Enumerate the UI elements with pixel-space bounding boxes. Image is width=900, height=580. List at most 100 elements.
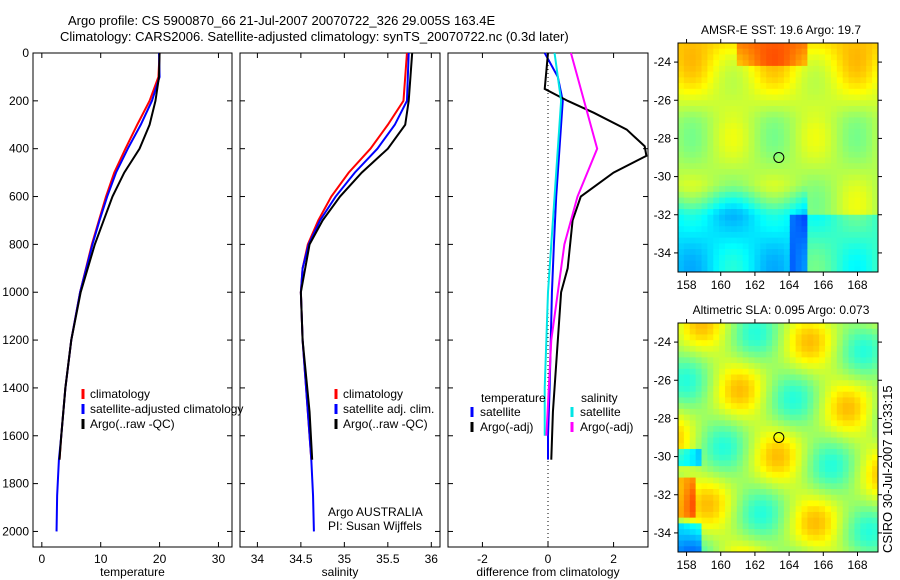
heatmap-cell [736,506,744,513]
heatmap-cell [678,226,685,233]
heatmap-cell [689,431,697,438]
y-tick-label: -26 [654,93,672,107]
heatmap-cell [872,226,879,233]
heatmap-cell [772,534,779,542]
heatmap-cell [842,431,850,438]
heatmap-cell [854,437,861,444]
heatmap-cell [872,437,879,444]
heatmap-cell [754,454,761,461]
heatmap-cell [719,454,726,461]
heatmap-cell [736,483,744,490]
heatmap-cell [801,385,808,393]
heatmap-cell [742,517,750,524]
heatmap-cell [783,466,791,473]
heatmap-cell [701,237,708,244]
heatmap-cell [713,226,720,233]
heatmap-cell [848,368,855,376]
heatmap-cell [825,123,832,130]
heatmap-cell [701,391,708,398]
heatmap-cell [795,123,803,130]
heatmap-cell [819,83,826,90]
heatmap-cell [778,54,785,61]
heatmap-cell [836,334,844,341]
heatmap-cell [848,500,855,507]
heatmap-cell [830,483,838,490]
heatmap-cell [719,351,726,358]
heatmap-cell [766,546,773,553]
heatmap-cell [701,140,708,147]
heatmap-cell [678,168,685,176]
heatmap-cell [807,471,814,479]
heatmap-cell [854,237,861,244]
heatmap-cell [689,529,697,536]
heatmap-cell [842,540,850,547]
heatmap-cell [872,460,879,467]
heatmap-cell [789,140,797,147]
heatmap-cell [848,540,855,547]
heatmap-cell [778,48,785,55]
heatmap-cell [860,168,867,176]
heatmap-cell [742,523,750,530]
heatmap-cell [848,506,855,513]
heatmap-cell [760,500,767,507]
heatmap-cell [860,345,867,353]
heatmap-cell [825,529,832,536]
x-tick-label: 158 [677,558,697,572]
heatmap-cell [825,128,832,136]
heatmap-cell [819,174,826,181]
heatmap-cell [707,111,714,118]
heatmap-cell [807,134,814,141]
heatmap-cell [825,397,832,404]
heatmap-cell [713,489,720,496]
heatmap-cell [836,523,844,530]
heatmap-cell [854,385,861,393]
heatmap-cell [866,180,873,187]
heatmap-cell [801,523,808,530]
heatmap-cell [701,65,708,73]
heatmap-cell [719,186,726,193]
heatmap-cell [701,111,708,118]
heatmap-cell [830,186,838,193]
heatmap-cell [701,88,708,96]
heatmap-cell [778,334,785,341]
heatmap-cell [783,529,791,536]
heatmap-cell [760,471,767,479]
heatmap-cell [713,48,720,55]
heatmap-cell [819,254,826,262]
heatmap-cell [830,226,838,233]
heatmap-cell [825,517,832,524]
heatmap-cell [836,220,844,227]
heatmap-cell [819,243,826,250]
heatmap-cell [742,397,750,404]
heatmap-cell [678,546,685,553]
heatmap-cell [783,391,791,398]
heatmap-cell [830,48,838,55]
heatmap-cell [748,529,755,536]
heatmap-cell [678,117,685,124]
heatmap-cell [819,328,826,335]
heatmap-cell [748,426,755,433]
heatmap-cell [748,140,755,147]
heatmap-cell [760,163,767,170]
heatmap-cell [842,128,850,136]
heatmap-cell [742,506,750,513]
heatmap-cell [719,431,726,438]
heatmap-cell [854,471,861,479]
heatmap-cell [707,397,714,404]
heatmap-cell [819,209,826,216]
heatmap-cell [783,197,791,204]
heatmap-cell [872,111,879,118]
heatmap-cell [730,203,738,210]
heatmap-cell [854,323,861,330]
heatmap-cell [713,414,720,421]
heatmap-cell [872,408,879,416]
heatmap-cell [730,65,738,73]
heatmap-cell [778,426,785,433]
heatmap-cell [707,471,714,479]
heatmap-cell [825,105,832,113]
heatmap-cell [683,414,691,421]
heatmap-cell [778,249,785,256]
heatmap-cell [836,88,844,96]
heatmap-cell [836,374,844,381]
heatmap-cell [713,111,720,118]
